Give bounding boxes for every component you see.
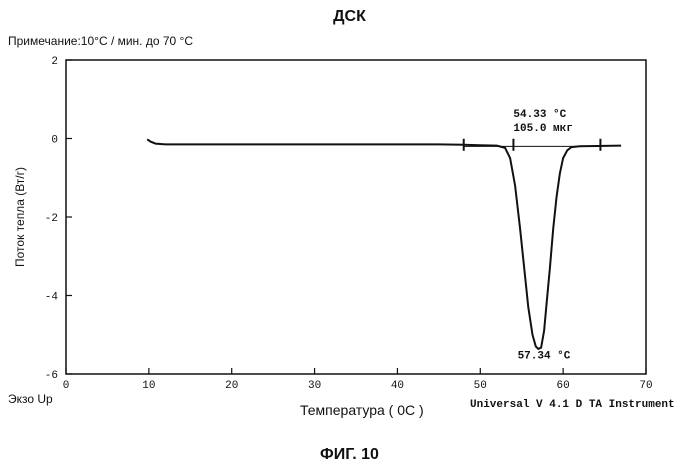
annotations: 54.33 °C 105.0 мкг 57.34 °C xyxy=(513,109,572,362)
y-tick-label: 0 xyxy=(51,135,58,147)
heat-flow-curve xyxy=(147,139,621,349)
x-tick-label: 50 xyxy=(474,380,487,392)
x-tick-label: 70 xyxy=(639,380,652,392)
x-tick-label: 10 xyxy=(142,380,155,392)
x-tick-label: 60 xyxy=(557,380,570,392)
x-axis-label: Температура ( 0C ) xyxy=(300,402,424,418)
plot-frame xyxy=(66,60,646,374)
figure-caption: ФИГ. 10 xyxy=(0,446,699,464)
y-tick-label: 2 xyxy=(51,56,58,68)
annotation-text: 105.0 мкг xyxy=(513,123,572,135)
x-axis-ticks: 0 10 20 30 40 50 60 70 xyxy=(63,368,653,392)
annotation-text: 54.33 °C xyxy=(513,109,566,121)
y-tick-label: -4 xyxy=(45,292,59,304)
y-tick-label: -6 xyxy=(45,370,58,382)
y-axis-ticks: 2 0 -2 -4 -6 xyxy=(45,56,72,382)
y-tick-label: -2 xyxy=(45,213,58,225)
x-tick-label: 40 xyxy=(391,380,404,392)
annotation-text: 57.34 °C xyxy=(518,350,571,362)
instrument-label: Universal V 4.1 D TA Instrument xyxy=(470,399,675,411)
x-tick-label: 20 xyxy=(225,380,238,392)
exo-up-label: Экзо Up xyxy=(8,392,53,406)
x-tick-label: 0 xyxy=(63,380,70,392)
y-axis-label: Поток тепла (Вт/г) xyxy=(13,167,27,267)
x-tick-label: 30 xyxy=(308,380,321,392)
